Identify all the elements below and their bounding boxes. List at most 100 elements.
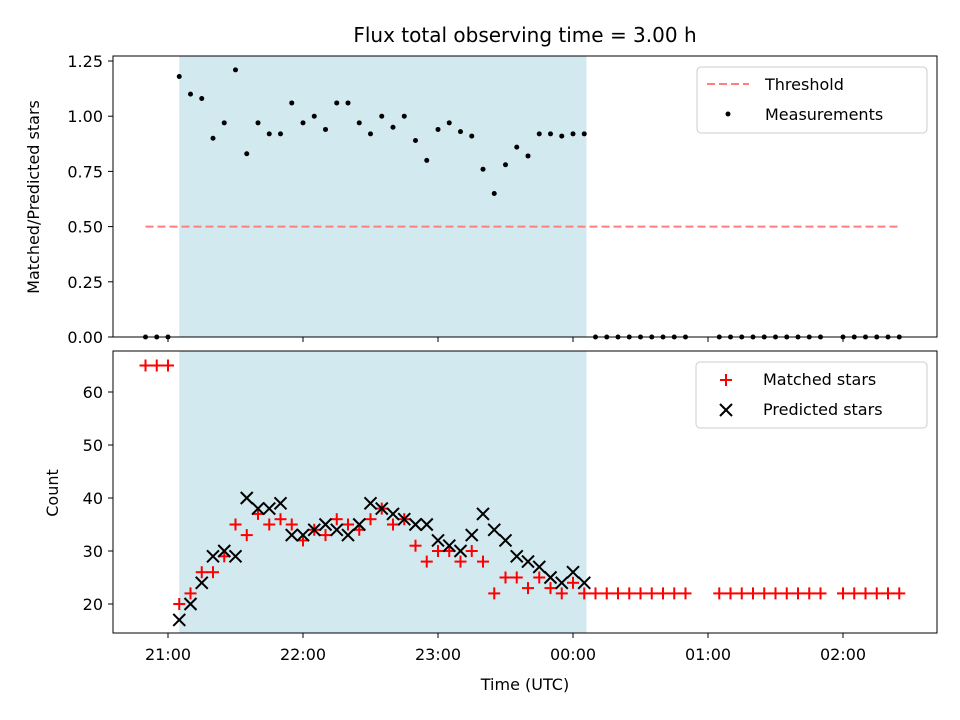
matched-star-point bbox=[207, 566, 219, 579]
predicted-star-point bbox=[240, 491, 254, 505]
matched-star-point bbox=[522, 582, 534, 595]
matched-star-point bbox=[342, 518, 354, 531]
matched-star-point bbox=[150, 359, 163, 372]
legend-threshold-label: Threshold bbox=[764, 75, 844, 94]
chart-title: Flux total observing time = 3.00 h bbox=[353, 23, 696, 47]
measurement-point bbox=[176, 73, 182, 79]
predicted-star-point bbox=[307, 523, 321, 537]
predicted-star-point bbox=[375, 501, 389, 516]
matched-star-point bbox=[499, 571, 512, 584]
predicted-star-point bbox=[532, 560, 546, 574]
matched-star-point bbox=[240, 529, 253, 542]
measurement-point bbox=[221, 120, 227, 126]
matched-star-point bbox=[319, 529, 332, 542]
matched-star-point bbox=[510, 571, 523, 584]
measurement-point bbox=[390, 124, 396, 130]
predicted-star-point bbox=[363, 496, 378, 511]
x-axis-label: Time (UTC) bbox=[480, 675, 569, 694]
predicted-star-point bbox=[431, 533, 445, 548]
matched-star-point bbox=[713, 587, 726, 600]
measurement-point bbox=[570, 131, 576, 137]
matched-star-point bbox=[533, 571, 546, 584]
matched-star-point bbox=[387, 518, 399, 531]
measurement-point bbox=[300, 120, 306, 126]
matched-star-point bbox=[465, 545, 478, 557]
matched-star-point bbox=[803, 587, 816, 600]
y-tick-label: 0.75 bbox=[67, 162, 103, 181]
measurement-point bbox=[255, 120, 261, 126]
predicted-star-point bbox=[510, 549, 524, 564]
legend-matched-swatch bbox=[720, 374, 732, 386]
measurement-point bbox=[559, 133, 565, 139]
legend-predicted-swatch bbox=[719, 403, 733, 417]
matched-star-point bbox=[432, 545, 444, 557]
matched-star-point bbox=[612, 587, 624, 600]
matched-star-point bbox=[657, 587, 669, 600]
matched-star-point bbox=[162, 359, 174, 372]
measurement-point bbox=[458, 129, 463, 135]
matched-star-point bbox=[645, 587, 658, 600]
predicted-star-point bbox=[296, 528, 310, 542]
matched-star-point bbox=[679, 587, 692, 600]
legend-bottom: Matched stars Predicted stars bbox=[695, 361, 928, 429]
matched-star-point bbox=[634, 587, 647, 600]
matched-star-point bbox=[488, 587, 501, 600]
matched-star-point bbox=[195, 566, 208, 579]
x-tick-label: 00:00 bbox=[550, 645, 596, 664]
legend-measurements-swatch bbox=[725, 111, 731, 117]
measurement-point bbox=[581, 131, 587, 137]
x-tick-label: 22:00 bbox=[280, 645, 326, 664]
predicted-star-point bbox=[251, 501, 265, 516]
predicted-star-point bbox=[498, 533, 513, 548]
x-tick-label: 21:00 bbox=[145, 645, 191, 664]
matched-star-point bbox=[668, 587, 681, 600]
observing-window-span bbox=[179, 56, 587, 337]
matched-star-point bbox=[263, 518, 276, 531]
y-tick-label: 60 bbox=[83, 383, 103, 402]
matched-star-point bbox=[173, 598, 186, 610]
legend-measurements-label: Measurements bbox=[765, 105, 883, 124]
y-tick-label: 0.00 bbox=[67, 328, 103, 347]
matched-star-point bbox=[758, 587, 771, 600]
predicted-star-point bbox=[330, 523, 344, 537]
predicted-star-point bbox=[285, 528, 299, 542]
predicted-star-point bbox=[465, 528, 479, 542]
measurement-point bbox=[356, 120, 362, 126]
predicted-star-point bbox=[420, 517, 434, 532]
predicted-star-point bbox=[206, 549, 220, 564]
measurement-point bbox=[188, 91, 193, 97]
predicted-star-point bbox=[228, 549, 243, 564]
predicted-star-point bbox=[386, 507, 400, 521]
matched-star-point bbox=[848, 587, 861, 600]
matched-star-point bbox=[893, 587, 906, 600]
matched-star-point bbox=[477, 555, 489, 568]
x-tick-label: 23:00 bbox=[415, 645, 461, 664]
predicted-star-point bbox=[577, 576, 591, 590]
y-tick-label: 30 bbox=[83, 542, 103, 561]
measurement-point bbox=[368, 131, 373, 137]
predicted-star-point bbox=[521, 554, 535, 569]
predicted-star-point bbox=[487, 523, 501, 537]
matched-star-point bbox=[780, 587, 793, 600]
matched-star-point bbox=[364, 513, 377, 526]
matched-star-point bbox=[578, 587, 591, 600]
matched-star-point bbox=[747, 587, 759, 600]
measurement-point bbox=[514, 144, 520, 150]
predicted-star-point bbox=[172, 613, 186, 627]
predicted-star-point bbox=[543, 570, 558, 585]
predicted-star-point bbox=[352, 517, 366, 532]
predicted-star-point bbox=[408, 517, 423, 532]
y-tick-label: 40 bbox=[83, 489, 103, 508]
matched-star-point bbox=[623, 587, 636, 600]
matched-star-point bbox=[814, 587, 827, 600]
measurement-point bbox=[525, 153, 531, 159]
matched-star-point bbox=[420, 555, 433, 568]
predicted-star-point bbox=[566, 565, 580, 579]
predicted-star-point bbox=[476, 507, 490, 521]
measurement-point bbox=[424, 157, 430, 163]
measurement-point bbox=[244, 151, 250, 157]
measurement-point bbox=[446, 120, 452, 126]
matched-star-point bbox=[859, 587, 872, 600]
measurement-point bbox=[233, 67, 238, 73]
y-tick-label: 1.00 bbox=[67, 107, 103, 126]
